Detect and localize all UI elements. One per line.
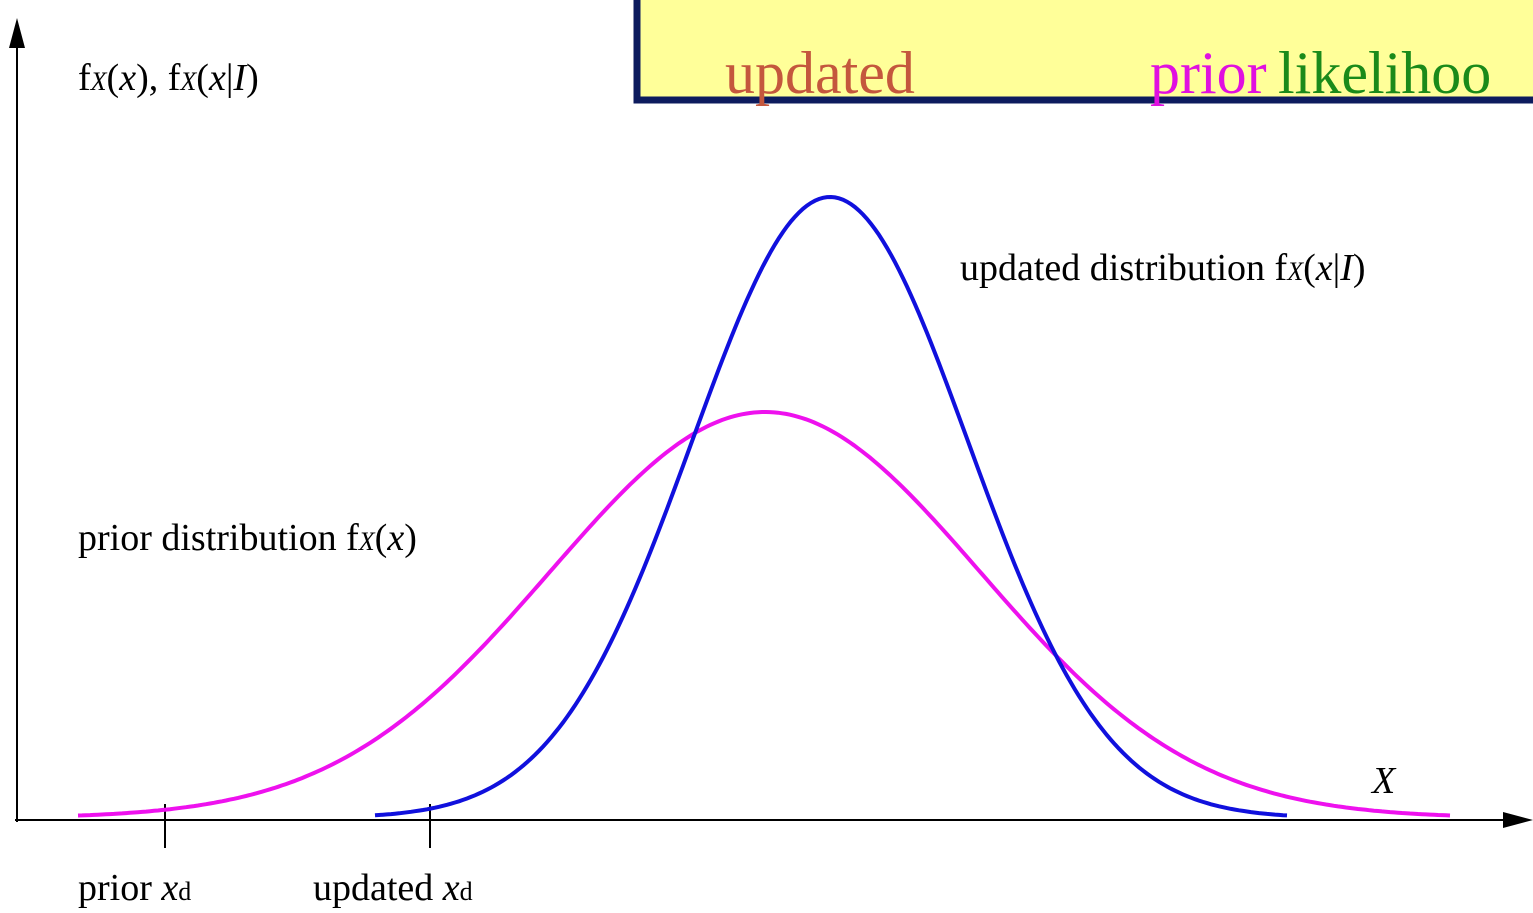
updated-label: updated distribution fX(x|I)	[960, 247, 1366, 289]
x-arrow	[1503, 812, 1533, 828]
updated-xd: updated xd	[313, 867, 473, 909]
prior-label: prior distribution fX(x)	[78, 517, 417, 559]
legend-box	[633, 0, 1533, 104]
x-axis-label: X	[1370, 760, 1397, 802]
updated-curve	[374, 194, 1288, 818]
prior-xd: prior xd	[78, 867, 191, 909]
y-arrow	[9, 18, 25, 48]
legend-prior: prior	[1150, 40, 1267, 106]
legend-updated: updated	[725, 40, 915, 106]
prior-curve	[77, 410, 1451, 818]
y-axis-label: fX(x), fX(x|I)	[78, 57, 259, 99]
legend-likelihood: likelihoo	[1278, 40, 1491, 106]
